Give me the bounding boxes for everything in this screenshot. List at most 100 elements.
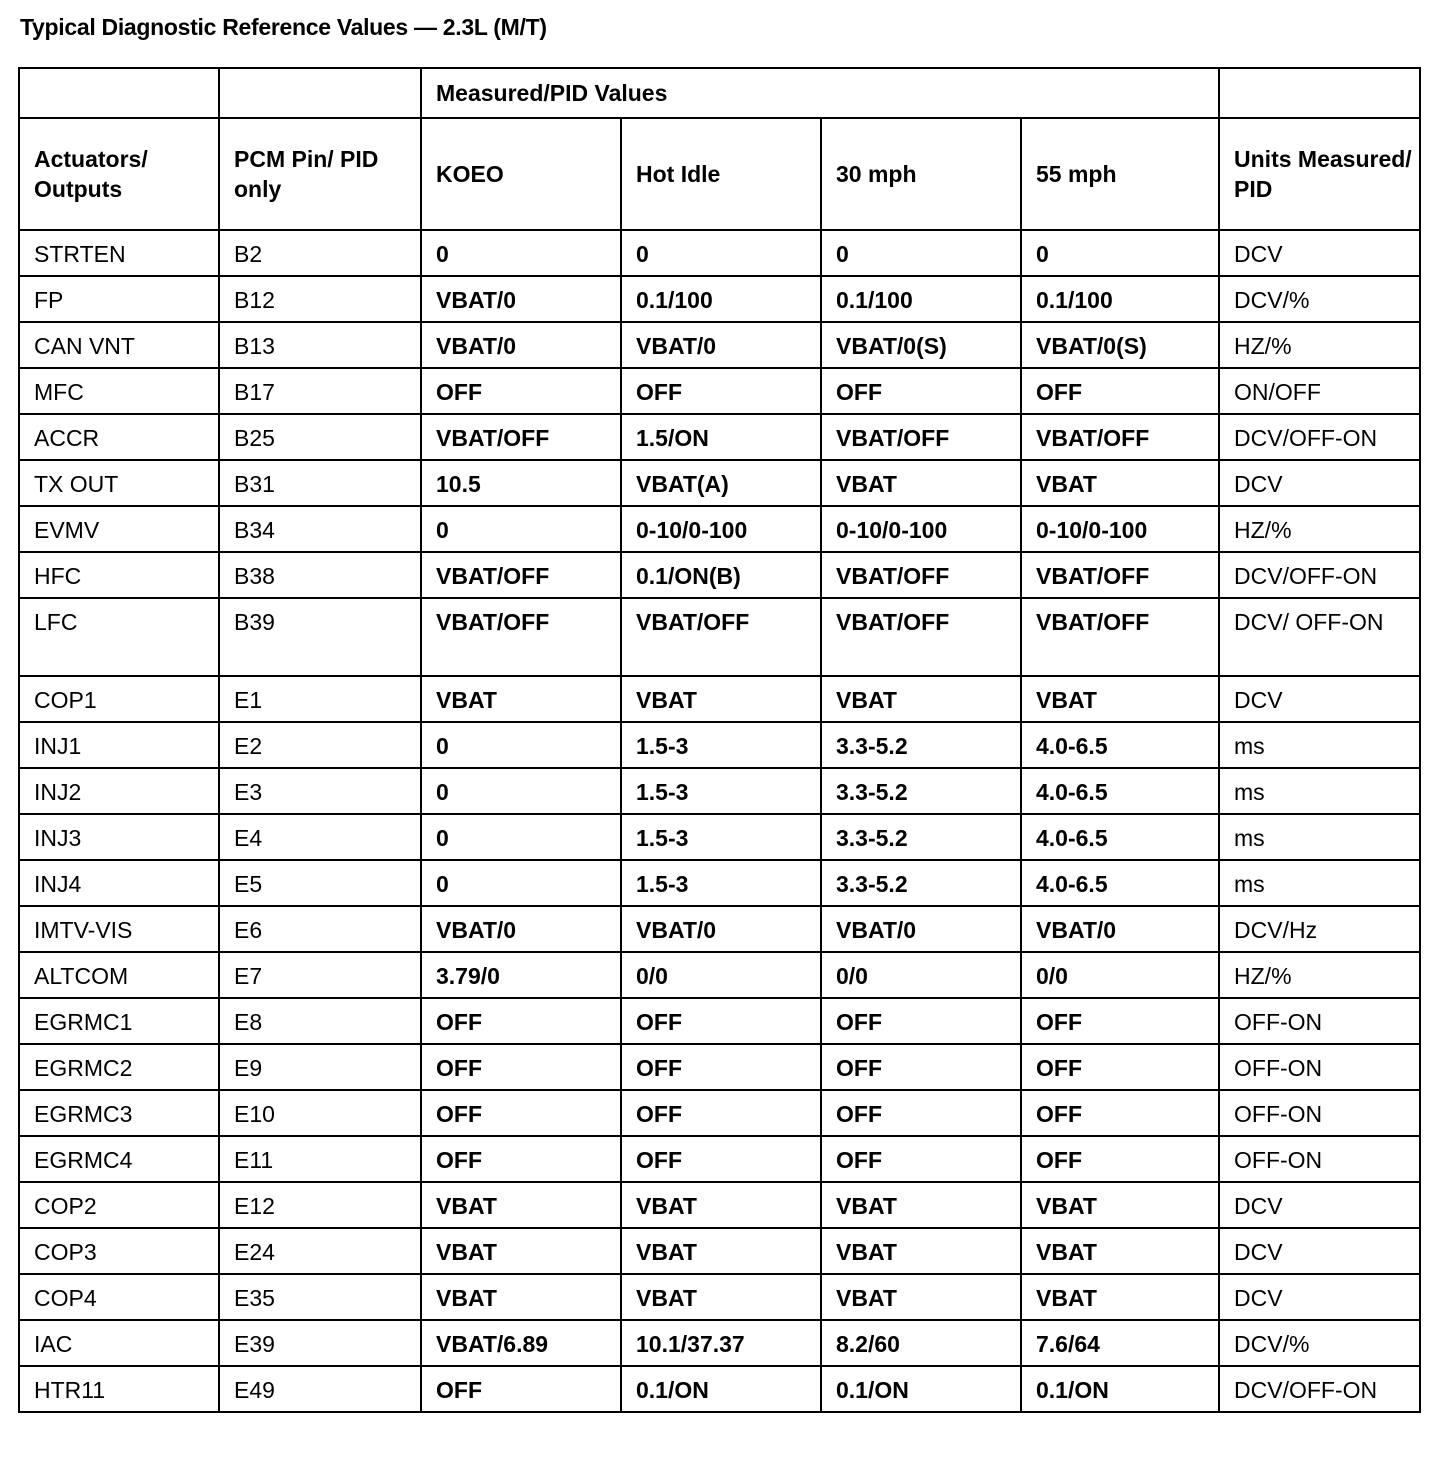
cell-actuator: HTR11 bbox=[18, 1365, 220, 1413]
cell-pcm-pin: B12 bbox=[218, 275, 422, 323]
table-row: EGRMC4 E11 OFF OFF OFF OFF OFF-ON bbox=[18, 1135, 1422, 1183]
cell-hot-idle: OFF bbox=[620, 1089, 822, 1137]
cell-pcm-pin: E5 bbox=[218, 859, 422, 907]
cell-30mph: OFF bbox=[820, 1043, 1022, 1091]
cell-30mph: 3.3-5.2 bbox=[820, 721, 1022, 769]
table-row: COP3 E24 VBAT VBAT VBAT VBAT DCV bbox=[18, 1227, 1422, 1275]
cell-30mph: OFF bbox=[820, 1135, 1022, 1183]
cell-units: OFF-ON bbox=[1218, 1089, 1422, 1137]
table-row: STRTEN B2 0 0 0 0 DCV bbox=[18, 229, 1422, 277]
cell-actuator: EGRMC1 bbox=[18, 997, 220, 1045]
cell-pcm-pin: E11 bbox=[218, 1135, 422, 1183]
cell-koeo: 10.5 bbox=[420, 459, 622, 507]
cell-30mph: 0.1/100 bbox=[820, 275, 1022, 323]
cell-pcm-pin: E7 bbox=[218, 951, 422, 999]
cell-hot-idle: 0.1/ON bbox=[620, 1365, 822, 1413]
cell-hot-idle: VBAT bbox=[620, 675, 822, 723]
cell-hot-idle: 1.5-3 bbox=[620, 721, 822, 769]
cell-55mph: 0-10/0-100 bbox=[1019, 505, 1221, 553]
cell-pcm-pin: B17 bbox=[218, 367, 422, 415]
cell-hot-idle: 1.5/ON bbox=[620, 413, 822, 461]
cell-units: DCV/ OFF-ON bbox=[1218, 597, 1422, 677]
cell-actuator: ACCR bbox=[18, 413, 220, 461]
cell-55mph: VBAT/OFF bbox=[1019, 413, 1221, 461]
cell-units: ms bbox=[1218, 813, 1422, 861]
table-row: EGRMC1 E8 OFF OFF OFF OFF OFF-ON bbox=[18, 997, 1422, 1045]
cell-hot-idle: VBAT/OFF bbox=[620, 597, 822, 677]
cell-pcm-pin: B34 bbox=[218, 505, 422, 553]
cell-pcm-pin: E35 bbox=[218, 1273, 422, 1321]
cell-koeo: OFF bbox=[420, 1043, 622, 1091]
cell-55mph: 0.1/100 bbox=[1019, 275, 1221, 323]
cell-pcm-pin: E12 bbox=[218, 1181, 422, 1229]
cell-actuator: COP3 bbox=[18, 1227, 220, 1275]
cell-koeo: OFF bbox=[420, 1365, 622, 1413]
cell-hot-idle: 0 bbox=[620, 229, 822, 277]
cell-units: OFF-ON bbox=[1218, 1135, 1422, 1183]
cell-koeo: VBAT/OFF bbox=[420, 413, 622, 461]
column-header-row: Actuators/ Outputs PCM Pin/ PID only KOE… bbox=[18, 117, 1422, 231]
cell-koeo: 0 bbox=[420, 859, 622, 907]
cell-55mph: VBAT/OFF bbox=[1019, 551, 1221, 599]
table-row: COP2 E12 VBAT VBAT VBAT VBAT DCV bbox=[18, 1181, 1422, 1229]
cell-30mph: 0-10/0-100 bbox=[820, 505, 1022, 553]
cell-30mph: VBAT/OFF bbox=[820, 551, 1022, 599]
table-row: HTR11 E49 OFF 0.1/ON 0.1/ON 0.1/ON DCV/OFF-ON bbox=[18, 1365, 1422, 1413]
cell-koeo: VBAT bbox=[420, 675, 622, 723]
table-row: IAC E39 VBAT/6.89 10.1/37.37 8.2/60 7.6/64 DCV… bbox=[18, 1319, 1422, 1367]
cell-hot-idle: 0/0 bbox=[620, 951, 822, 999]
table-row: FP B12 VBAT/0 0.1/100 0.1/100 0.1/100 DCV/% bbox=[18, 275, 1422, 323]
cell-actuator: EGRMC3 bbox=[18, 1089, 220, 1137]
empty-cell bbox=[218, 67, 422, 119]
cell-koeo: VBAT/0 bbox=[420, 321, 622, 369]
cell-55mph: OFF bbox=[1019, 367, 1221, 415]
cell-koeo: VBAT/OFF bbox=[420, 551, 622, 599]
cell-actuator: COP1 bbox=[18, 675, 220, 723]
cell-actuator: CAN VNT bbox=[18, 321, 220, 369]
cell-actuator: LFC bbox=[18, 597, 220, 677]
cell-pcm-pin: E3 bbox=[218, 767, 422, 815]
table-row: ACCR B25 VBAT/OFF 1.5/ON VBAT/OFF VBAT/OFF DCV… bbox=[18, 413, 1422, 461]
cell-30mph: VBAT bbox=[820, 675, 1022, 723]
cell-units: HZ/% bbox=[1218, 321, 1422, 369]
cell-actuator: ALTCOM bbox=[18, 951, 220, 999]
cell-55mph: VBAT bbox=[1019, 1227, 1221, 1275]
cell-units: ms bbox=[1218, 721, 1422, 769]
cell-30mph: VBAT/OFF bbox=[820, 413, 1022, 461]
cell-hot-idle: VBAT bbox=[620, 1181, 822, 1229]
header-actuators: Actuators/ Outputs bbox=[18, 117, 220, 231]
cell-30mph: VBAT/0(S) bbox=[820, 321, 1022, 369]
cell-hot-idle: OFF bbox=[620, 1135, 822, 1183]
header-koeo: KOEO bbox=[420, 117, 622, 231]
empty-cell bbox=[18, 67, 220, 119]
cell-koeo: 3.79/0 bbox=[420, 951, 622, 999]
cell-30mph: VBAT/0 bbox=[820, 905, 1022, 953]
cell-hot-idle: VBAT/0 bbox=[620, 905, 822, 953]
cell-units: DCV/OFF-ON bbox=[1218, 413, 1422, 461]
cell-pcm-pin: B25 bbox=[218, 413, 422, 461]
cell-pcm-pin: B39 bbox=[218, 597, 422, 677]
cell-units: DCV bbox=[1218, 229, 1422, 277]
cell-koeo: OFF bbox=[420, 1135, 622, 1183]
header-units: Units Measured/ PID bbox=[1218, 117, 1422, 231]
cell-koeo: VBAT bbox=[420, 1273, 622, 1321]
cell-pcm-pin: E10 bbox=[218, 1089, 422, 1137]
cell-hot-idle: OFF bbox=[620, 367, 822, 415]
cell-55mph: OFF bbox=[1019, 1135, 1221, 1183]
cell-actuator: INJ4 bbox=[18, 859, 220, 907]
cell-30mph: VBAT bbox=[820, 1273, 1022, 1321]
cell-30mph: VBAT bbox=[820, 1227, 1022, 1275]
cell-units: DCV bbox=[1218, 675, 1422, 723]
header-55mph: 55 mph bbox=[1019, 117, 1221, 231]
cell-units: DCV bbox=[1218, 1273, 1422, 1321]
cell-koeo: 0 bbox=[420, 721, 622, 769]
cell-actuator: TX OUT bbox=[18, 459, 220, 507]
cell-hot-idle: VBAT bbox=[620, 1227, 822, 1275]
cell-hot-idle: 1.5-3 bbox=[620, 859, 822, 907]
cell-pcm-pin: E39 bbox=[218, 1319, 422, 1367]
header-pcm-pin: PCM Pin/ PID only bbox=[218, 117, 422, 231]
cell-units: DCV bbox=[1218, 1181, 1422, 1229]
cell-hot-idle: 1.5-3 bbox=[620, 767, 822, 815]
header-hot-idle: Hot Idle bbox=[620, 117, 822, 231]
table-row: COP4 E35 VBAT VBAT VBAT VBAT DCV bbox=[18, 1273, 1422, 1321]
